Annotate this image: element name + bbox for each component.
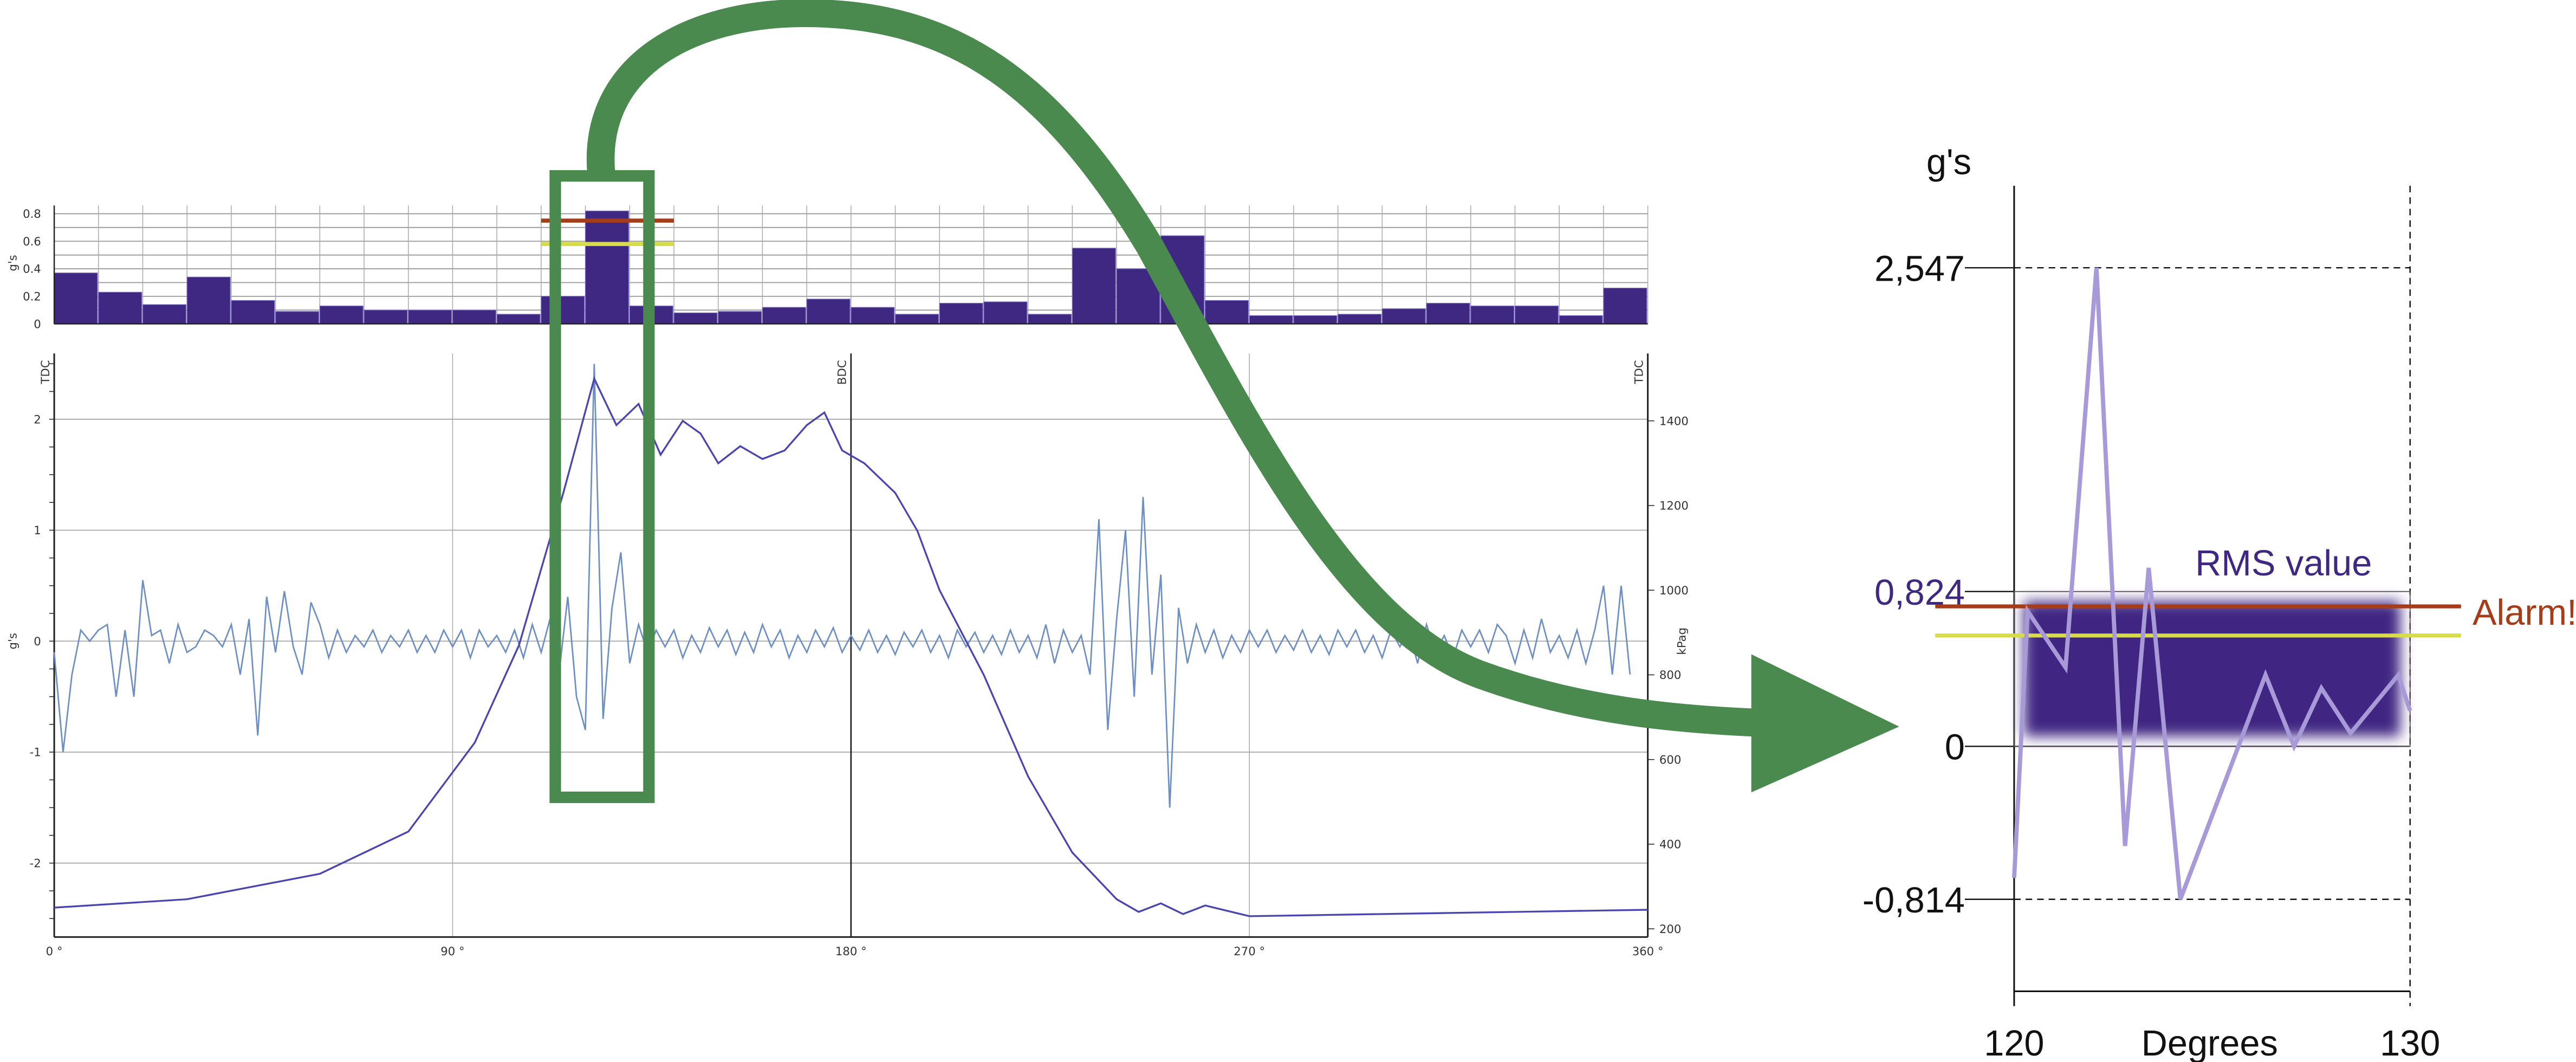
bar (231, 300, 275, 325)
bar (1072, 248, 1116, 325)
y2-tick-label: 800 (1659, 669, 1682, 682)
marker-label: BDC (836, 360, 849, 385)
y-tick-label: 0.8 (23, 208, 41, 221)
x-tick-label: 120 (1984, 1024, 2044, 1062)
bar (541, 296, 585, 325)
y-tick-label: 2,547 (1874, 249, 1965, 289)
x-tick-label: 0 ° (46, 945, 63, 959)
y-tick-label: 0 (34, 635, 41, 649)
bar (1559, 315, 1603, 325)
bar (1381, 308, 1426, 325)
y-tick-label: 0.4 (23, 263, 41, 276)
bar (186, 276, 231, 325)
bar (496, 314, 541, 325)
bar (1249, 315, 1293, 325)
bar (894, 314, 939, 325)
y-axis-label: g's (6, 633, 20, 649)
bar (762, 307, 806, 325)
rms-label: RMS value (2195, 543, 2372, 584)
bar (1470, 306, 1515, 325)
y-tick-label: 0 (34, 318, 41, 331)
y-tick-label: 0.6 (23, 235, 41, 249)
bar (319, 306, 364, 325)
marker-label: TDC (1633, 360, 1646, 384)
zoom-series (2012, 267, 2412, 901)
rms-box (2024, 601, 2400, 737)
y-tick-label: 0 (1945, 728, 1965, 768)
bar (1426, 302, 1470, 325)
x-tick-label: 270 ° (1234, 945, 1265, 959)
highlight-box (549, 170, 655, 804)
vibration-series (53, 364, 1631, 808)
y2-tick-label: 400 (1659, 838, 1682, 852)
bar (718, 311, 762, 325)
bar (364, 309, 408, 325)
y-tick-label: -0,814 (1863, 880, 1965, 921)
y-tick-label: 1 (34, 524, 41, 538)
y2-tick-label: 200 (1659, 923, 1682, 936)
x-axis-label: Degrees (2142, 1024, 2278, 1062)
rms-bar-chart: 0 0.2 0.4 0.6 0.8 g's (6, 205, 1649, 331)
bar (1514, 306, 1559, 325)
y2-tick-label: 1000 (1659, 584, 1689, 598)
bar (1028, 314, 1072, 325)
callout-arrow-shaft (586, 0, 1775, 737)
arrow-head-icon (1751, 654, 1899, 793)
y-axis-label: g's (6, 255, 20, 271)
x-tick-label: 180 ° (835, 945, 867, 959)
bar (851, 307, 895, 325)
bar (275, 311, 320, 325)
bar (142, 304, 186, 325)
bar (1338, 314, 1382, 325)
x-tick-label: 360 ° (1632, 945, 1664, 959)
bar (673, 312, 718, 325)
bar (1603, 288, 1647, 325)
bar (1204, 300, 1249, 325)
x-tick-label: 130 (2380, 1024, 2440, 1062)
bar (939, 302, 983, 325)
alarm-label: Alarm! (2473, 593, 2576, 633)
highlight-overlay (549, 0, 1899, 804)
bar (452, 309, 496, 325)
y-tick-label: 2 (34, 413, 41, 426)
bar (54, 273, 98, 325)
y2-tick-label: 600 (1659, 753, 1682, 767)
y2-tick-label: 1200 (1659, 500, 1689, 513)
x-tick-label: 90 ° (440, 945, 464, 959)
y-tick-label: -1 (30, 746, 41, 760)
bar (983, 301, 1028, 325)
y-tick-label: -2 (30, 857, 41, 870)
y2-tick-label: 1400 (1659, 415, 1689, 428)
bar (408, 309, 452, 325)
marker-label: TDC (39, 360, 53, 384)
bar (585, 210, 630, 325)
y-tick-label: 0.2 (23, 290, 41, 303)
bar (98, 292, 142, 325)
rms-box-frame (2013, 591, 2411, 747)
bar (806, 299, 851, 325)
bar (1293, 315, 1338, 325)
y2-axis-label: kPag (1675, 627, 1689, 655)
y-axis-label: g's (1926, 143, 1971, 183)
